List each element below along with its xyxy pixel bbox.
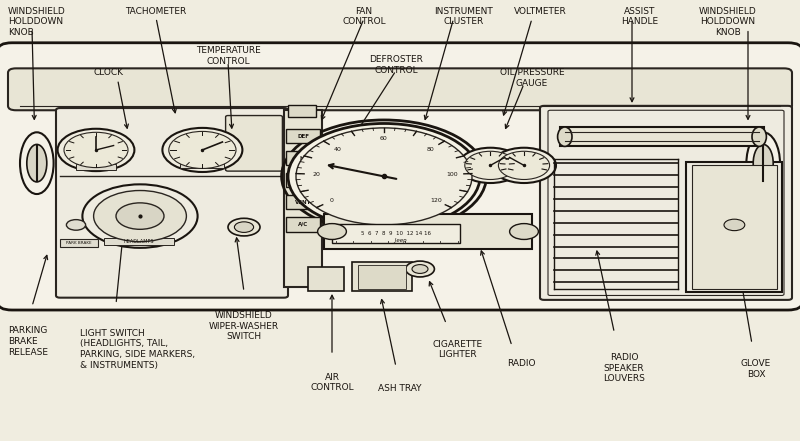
Text: TEMPERATURE
CONTROL: TEMPERATURE CONTROL xyxy=(196,46,260,66)
Text: DEFROSTER
CONTROL: DEFROSTER CONTROL xyxy=(369,55,423,75)
Bar xyxy=(686,162,782,292)
Circle shape xyxy=(510,224,538,239)
Circle shape xyxy=(66,220,86,230)
Circle shape xyxy=(724,219,745,231)
Bar xyxy=(324,214,532,249)
FancyBboxPatch shape xyxy=(8,68,792,110)
Text: PARK BRAKE: PARK BRAKE xyxy=(66,241,92,245)
Bar xyxy=(308,267,344,291)
Circle shape xyxy=(492,148,556,183)
Bar xyxy=(180,163,224,168)
Circle shape xyxy=(58,129,134,171)
Circle shape xyxy=(169,131,236,168)
Circle shape xyxy=(234,222,254,232)
Text: PARKING
BRAKE
RELEASE: PARKING BRAKE RELEASE xyxy=(8,326,48,357)
Ellipse shape xyxy=(558,127,572,146)
Circle shape xyxy=(82,184,198,248)
Bar xyxy=(352,262,412,291)
Text: WINDSHIELD
HOLDDOWN
KNOB: WINDSHIELD HOLDDOWN KNOB xyxy=(8,7,66,37)
Ellipse shape xyxy=(20,132,54,194)
Text: 20: 20 xyxy=(312,172,320,177)
Text: INSTRUMENT
CLUSTER: INSTRUMENT CLUSTER xyxy=(434,7,494,26)
Circle shape xyxy=(94,191,186,242)
Text: RADIO
SPEAKER
LOUVERS: RADIO SPEAKER LOUVERS xyxy=(603,353,645,383)
Bar xyxy=(286,151,320,165)
Text: HEADLAMPS: HEADLAMPS xyxy=(124,239,154,244)
Circle shape xyxy=(64,132,128,168)
Bar xyxy=(104,238,174,245)
Text: A/C: A/C xyxy=(298,222,308,227)
Bar xyxy=(288,105,316,117)
Bar xyxy=(286,217,320,232)
Text: 5  6  7  8  9  10  12 14 16: 5 6 7 8 9 10 12 14 16 xyxy=(361,231,431,236)
Text: CIGARETTE
LIGHTER: CIGARETTE LIGHTER xyxy=(433,340,482,359)
Text: VOLTMETER: VOLTMETER xyxy=(514,7,566,15)
Bar xyxy=(284,110,322,287)
FancyBboxPatch shape xyxy=(540,106,792,300)
Bar xyxy=(60,239,98,247)
Ellipse shape xyxy=(752,127,766,146)
Text: 60: 60 xyxy=(380,136,388,142)
Circle shape xyxy=(296,128,472,225)
Text: ASH TRAY: ASH TRAY xyxy=(378,384,422,392)
Text: 120: 120 xyxy=(430,198,442,203)
Text: WINDSHIELD
WIPER-WASHER
SWITCH: WINDSHIELD WIPER-WASHER SWITCH xyxy=(209,311,279,341)
Circle shape xyxy=(412,265,428,273)
Bar xyxy=(560,127,764,146)
Circle shape xyxy=(116,203,164,229)
Ellipse shape xyxy=(26,145,46,182)
FancyBboxPatch shape xyxy=(226,116,282,171)
Circle shape xyxy=(458,148,522,183)
Text: 40: 40 xyxy=(334,147,342,152)
Bar xyxy=(286,173,320,187)
Text: LIGHT SWITCH
(HEADLIGHTS, TAIL,
PARKING, SIDE MARKERS,
& INSTRUMENTS): LIGHT SWITCH (HEADLIGHTS, TAIL, PARKING,… xyxy=(80,329,195,370)
Bar xyxy=(286,129,320,143)
Text: Jeep: Jeep xyxy=(386,238,406,243)
Ellipse shape xyxy=(753,145,773,182)
Bar xyxy=(286,195,320,209)
Text: TACHOMETER: TACHOMETER xyxy=(126,7,186,15)
Bar xyxy=(692,165,777,289)
FancyBboxPatch shape xyxy=(0,43,800,310)
Text: HEAT: HEAT xyxy=(295,178,311,183)
Text: CLOCK: CLOCK xyxy=(93,68,123,77)
Bar xyxy=(76,164,116,170)
Circle shape xyxy=(228,218,260,236)
Text: HI: HI xyxy=(300,156,306,161)
Text: FAN
CONTROL: FAN CONTROL xyxy=(342,7,386,26)
Bar xyxy=(332,224,460,243)
Text: 80: 80 xyxy=(426,147,434,152)
Circle shape xyxy=(162,128,242,172)
Circle shape xyxy=(288,123,480,229)
FancyBboxPatch shape xyxy=(56,108,288,298)
Circle shape xyxy=(406,261,434,277)
Text: 100: 100 xyxy=(446,172,458,177)
Text: AIR
CONTROL: AIR CONTROL xyxy=(310,373,354,392)
Text: VENT: VENT xyxy=(295,200,311,205)
Text: GLOVE
BOX: GLOVE BOX xyxy=(741,359,771,379)
Text: ASSIST
HANDLE: ASSIST HANDLE xyxy=(622,7,658,26)
Text: WINDSHIELD
HOLDDOWN
KNOB: WINDSHIELD HOLDDOWN KNOB xyxy=(699,7,757,37)
Ellipse shape xyxy=(746,132,780,194)
Text: RADIO: RADIO xyxy=(507,359,536,368)
Text: 0: 0 xyxy=(330,198,334,203)
Text: DEF: DEF xyxy=(298,134,309,139)
Circle shape xyxy=(318,224,346,239)
Bar xyxy=(358,265,406,289)
Circle shape xyxy=(465,151,516,179)
Text: OIL PRESSURE
GAUGE: OIL PRESSURE GAUGE xyxy=(500,68,564,88)
Circle shape xyxy=(498,151,550,179)
